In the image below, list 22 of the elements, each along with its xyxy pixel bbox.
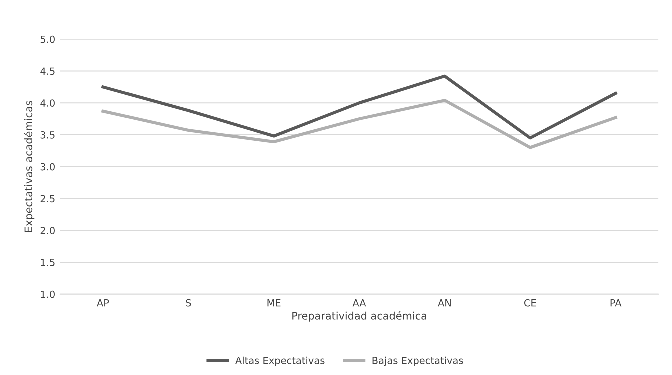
x-tick-label: AA: [352, 300, 366, 307]
y-axis-title: Expectativas académicas: [24, 101, 35, 232]
x-tick-label: AP: [97, 300, 110, 307]
y-tick-label: 1.5: [41, 259, 55, 266]
y-tick-label: 3.0: [40, 163, 55, 171]
x-axis-title: Preparatividad académica: [292, 311, 426, 322]
x-tick-label: PA: [610, 300, 622, 307]
x-tick-label: CE: [524, 299, 536, 307]
y-tick-label: 2.5: [40, 195, 55, 203]
x-tick-label: S: [186, 299, 192, 307]
y-tick-label: 4.5: [40, 68, 55, 76]
y-tick-label: 5.0: [40, 36, 55, 44]
y-tick-label: 4.0: [40, 100, 55, 107]
line-series: [102, 74, 618, 140]
legend-label: Altas Expectativas: [236, 356, 325, 366]
legend-label: Bajas Expectativas: [372, 356, 464, 366]
y-tick-label: 2.0: [40, 227, 55, 234]
x-tick-label: AN: [438, 300, 451, 307]
x-tick-label: ME: [268, 300, 281, 307]
line-series: [102, 99, 618, 150]
y-tick-label: 1.0: [41, 290, 55, 298]
y-tick-label: 3.5: [40, 131, 55, 139]
